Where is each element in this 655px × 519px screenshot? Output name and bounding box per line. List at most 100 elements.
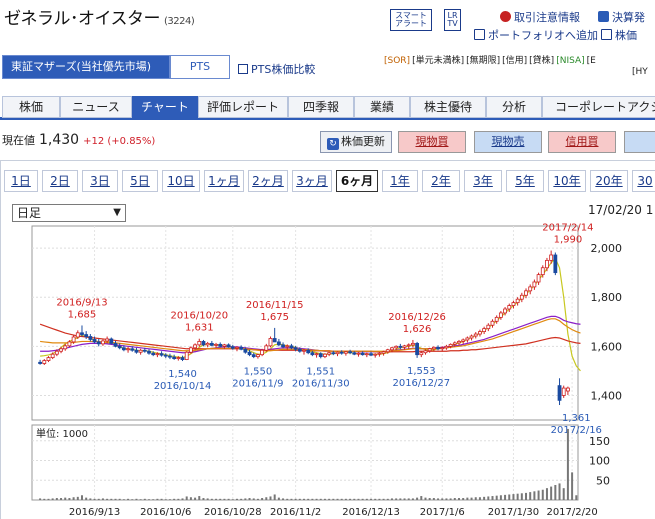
range-tab-2[interactable]: 3日 — [82, 170, 118, 192]
candle-body — [364, 353, 369, 356]
high-annotation-date: 2017/2/14 — [542, 223, 593, 234]
candle-body — [276, 341, 281, 346]
candle-body — [46, 357, 51, 361]
range-tab-13[interactable]: 10年 — [548, 170, 586, 192]
volume-bar — [332, 498, 335, 500]
main-nav-tabs: 株価 ニュース チャート 評価レポート 四季報 業績 株主優待 分析 コーポレー… — [0, 96, 655, 120]
candle-body — [561, 387, 566, 396]
margin-buy-button[interactable]: 信用買 — [548, 131, 616, 153]
tab-shareholder-benefits[interactable]: 株主優待 — [410, 96, 486, 118]
candle-body — [323, 353, 327, 358]
cash-buy-button[interactable]: 現物買 — [398, 131, 466, 153]
tab-stock-price[interactable]: 株価 — [2, 96, 60, 118]
pts-compare-link[interactable]: PTS株価比較 — [238, 61, 315, 77]
high-annotation-date: 2016/10/20 — [170, 311, 228, 322]
candle-body — [159, 353, 164, 356]
volume-bar — [411, 498, 414, 500]
volume-bar — [537, 490, 540, 500]
earnings-link[interactable]: 決算発 — [598, 9, 645, 25]
tab-analysis[interactable]: 分析 — [486, 96, 542, 118]
x-tick-label: 2016/10/28 — [204, 507, 262, 518]
volume-bar — [382, 498, 385, 500]
range-tab-12[interactable]: 5年 — [506, 170, 544, 192]
range-tab-6[interactable]: 2ヶ月 — [248, 170, 288, 192]
candle-body — [138, 349, 143, 353]
tab-news[interactable]: ニュース — [60, 96, 132, 118]
candle-body — [142, 349, 147, 352]
range-tab-8[interactable]: 6ヶ月 — [336, 170, 378, 192]
range-tab-15[interactable]: 30 — [632, 170, 655, 192]
tab-shikiho[interactable]: 四季報 — [288, 96, 354, 118]
volume-bar — [252, 498, 255, 500]
volume-tick-label: 50 — [596, 474, 610, 487]
volume-bar — [89, 498, 92, 500]
candle-body — [478, 331, 482, 335]
candle-body — [264, 345, 269, 351]
candle-body — [448, 343, 453, 347]
volume-bar — [269, 496, 272, 500]
range-tab-5[interactable]: 1ヶ月 — [204, 170, 244, 192]
volume-tick-label: 150 — [589, 435, 610, 448]
volume-bar — [219, 498, 222, 500]
volume-bar — [135, 498, 138, 500]
refresh-price-button[interactable]: ↻ 株価更新 — [320, 131, 392, 153]
volume-bar — [541, 489, 544, 500]
candle-body — [38, 361, 42, 364]
tab-corporate-action[interactable]: コーポレートアクシ — [542, 96, 655, 118]
volume-bar — [198, 496, 201, 500]
range-tab-4[interactable]: 10日 — [162, 170, 200, 192]
market-tab-pts[interactable]: PTS — [170, 55, 230, 79]
volume-bar — [420, 496, 423, 500]
range-tab-14[interactable]: 20年 — [590, 170, 628, 192]
candle-body — [398, 345, 403, 348]
candle-body — [256, 354, 260, 358]
stock-price-link[interactable]: 株価 — [601, 27, 637, 43]
candle-body — [134, 349, 139, 353]
candle-body — [406, 344, 411, 347]
candle-body — [42, 360, 47, 364]
candle-body — [109, 338, 114, 344]
candle-body — [352, 352, 357, 355]
volume-bar — [265, 497, 268, 500]
volume-bar — [441, 498, 444, 500]
trading-flags: [SOR] [単元未満株] [無期限] [信用] [貸株] [NISA] [E [HY — [384, 56, 648, 77]
candle-body — [360, 352, 365, 356]
tab-chart[interactable]: チャート — [132, 96, 198, 118]
margin-sell-button[interactable] — [624, 131, 655, 153]
range-tab-3[interactable]: 5日 — [122, 170, 158, 192]
range-tab-9[interactable]: 1年 — [382, 170, 418, 192]
tab-performance[interactable]: 業績 — [354, 96, 410, 118]
range-tab-7[interactable]: 3ヶ月 — [292, 170, 332, 192]
document-icon — [598, 11, 609, 22]
volume-bar — [470, 497, 473, 500]
range-tab-1[interactable]: 2日 — [42, 170, 78, 192]
cash-sell-button[interactable]: 現物売 — [474, 131, 542, 153]
volume-bar — [231, 499, 234, 500]
volume-bar — [261, 498, 264, 500]
candle-body — [176, 357, 181, 360]
volume-bar — [487, 496, 490, 500]
range-tab-11[interactable]: 3年 — [464, 170, 502, 192]
period-select[interactable]: 日足 ▼ — [12, 204, 126, 222]
candle-body — [440, 347, 445, 350]
candle-body — [540, 267, 545, 276]
smart-alert-button[interactable]: スマート アラート — [390, 9, 432, 31]
volume-bar — [189, 497, 192, 500]
volume-bar — [273, 494, 276, 500]
lrtv-button[interactable]: LR TV — [444, 9, 461, 31]
candle-body — [239, 346, 244, 350]
candle-body — [235, 346, 239, 349]
volume-bar — [437, 498, 440, 500]
candle-body — [423, 350, 428, 354]
candle-body — [327, 352, 332, 355]
volume-bar — [76, 496, 79, 500]
range-tab-10[interactable]: 2年 — [422, 170, 460, 192]
high-annotation-date: 2016/12/26 — [388, 312, 446, 323]
tab-rating-report[interactable]: 評価レポート — [198, 96, 288, 118]
trading-caution-link[interactable]: 取引注意情報 — [500, 9, 580, 25]
range-tab-0[interactable]: 1日 — [4, 170, 38, 192]
price-change: +12 (+0.85%) — [83, 136, 156, 147]
volume-bar — [361, 498, 364, 500]
add-portfolio-link[interactable]: ポートフォリオへ追加 — [474, 27, 598, 43]
market-tab-tse-mothers[interactable]: 東証マザーズ(当社優先市場) — [2, 55, 170, 79]
